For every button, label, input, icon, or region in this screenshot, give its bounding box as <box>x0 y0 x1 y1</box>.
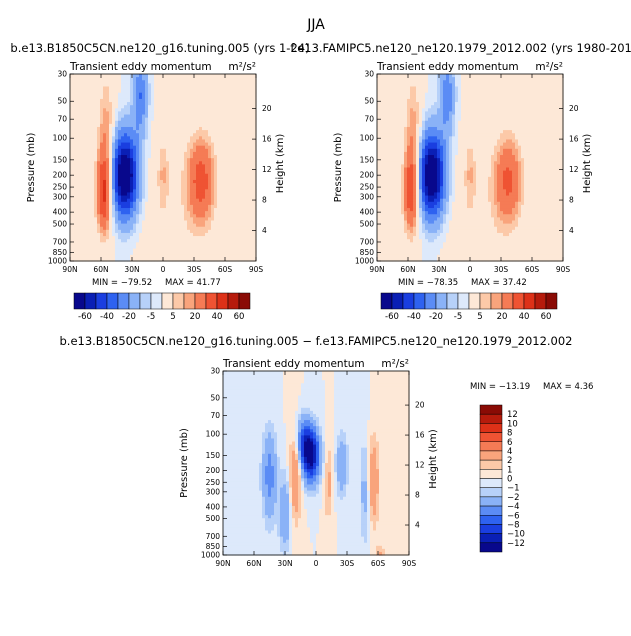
colorbar-swatch <box>206 293 217 309</box>
max-label: MAX = 41.77 <box>165 278 221 288</box>
y-tick-label: 50 <box>57 97 67 106</box>
colorbar-swatch <box>184 293 195 309</box>
x-tick-label: 90N <box>62 265 77 274</box>
x-tick-label: 60S <box>218 265 233 274</box>
panel-obs: f.e13.FAMIPC5.ne120_ne120.1979_2012.002 … <box>290 41 631 322</box>
colorbar-label: -20 <box>122 312 136 322</box>
y-tick-label: 100 <box>53 134 68 143</box>
colorbar-swatch <box>151 293 162 309</box>
min-label: MIN = −79.52 <box>92 278 152 288</box>
units-label: m²/s² <box>228 61 256 73</box>
y2-axis-label: Height (km) <box>275 134 286 194</box>
colorbar-swatch <box>118 293 129 309</box>
colorbar-swatch <box>140 293 151 309</box>
colorbar-label: 60 <box>234 312 245 322</box>
colorbar-swatch <box>228 293 239 309</box>
colorbar-label: -5 <box>147 312 155 322</box>
field-cells <box>377 74 564 262</box>
y-tick-label: 70 <box>57 115 67 124</box>
y-tick-label: 150 <box>53 155 68 164</box>
x-tick-label: 30N <box>124 265 139 274</box>
y2-tick-label: 4 <box>262 226 267 235</box>
x-tick-label: 30S <box>187 265 202 274</box>
colorbar-swatch <box>85 293 96 309</box>
colorbar-label: 20 <box>190 312 201 322</box>
y2-tick-label: 12 <box>262 165 272 174</box>
panel-title: f.e13.FAMIPC5.ne120_ne120.1979_2012.002 … <box>290 41 631 55</box>
colorbar-swatch <box>217 293 228 309</box>
y-tick-label: 700 <box>53 237 68 246</box>
y-tick-label: 400 <box>53 208 68 217</box>
colorbar-label: 5 <box>170 312 175 322</box>
min-max-labels: MIN = −79.52 MAX = 41.77 <box>92 278 221 288</box>
colorbar-swatch <box>107 293 118 309</box>
x-tick-label: 0 <box>161 265 166 274</box>
y-tick-label: 30 <box>57 70 67 79</box>
panel-model: b.e13.B1850C5CN.ne120_g16.tuning.005 (yr… <box>10 41 309 322</box>
x-tick-label: 60N <box>93 265 108 274</box>
season-title: JJA <box>306 17 325 33</box>
field-cells <box>70 74 257 262</box>
colorbar-label: -40 <box>100 312 114 322</box>
colorbar-label: 40 <box>212 312 223 322</box>
y2-tick-label: 8 <box>262 196 267 205</box>
colorbar-swatch <box>96 293 107 309</box>
panel-title: b.e13.B1850C5CN.ne120_g16.tuning.005 (yr… <box>10 41 309 55</box>
units-label: m²/s² <box>535 61 563 73</box>
x-tick-label: 90S <box>249 265 264 274</box>
y-axis-label: Pressure (mb) <box>26 133 37 203</box>
colorbar-swatch <box>129 293 140 309</box>
y2-tick-label: 20 <box>262 104 272 113</box>
y-tick-label: 200 <box>53 171 68 180</box>
colorbar-swatch <box>74 293 85 309</box>
colorbar-label: -60 <box>78 312 92 322</box>
y-tick-label: 500 <box>53 220 68 229</box>
colorbar: -60 -40 -20 -5 5 20 40 60 <box>74 293 250 322</box>
colorbar-swatch <box>239 293 250 309</box>
colorbar-swatch <box>162 293 173 309</box>
y-tick-label: 250 <box>53 183 68 192</box>
left-string: Transient eddy momentum <box>69 61 212 73</box>
y2-tick-label: 16 <box>262 135 272 144</box>
colorbar-swatch <box>173 293 184 309</box>
y-tick-label: 300 <box>53 192 68 201</box>
y-tick-label: 850 <box>53 248 68 257</box>
y-tick-label: 1000 <box>48 257 67 266</box>
colorbar-swatch <box>195 293 206 309</box>
left-string: Transient eddy momentum <box>376 61 519 73</box>
